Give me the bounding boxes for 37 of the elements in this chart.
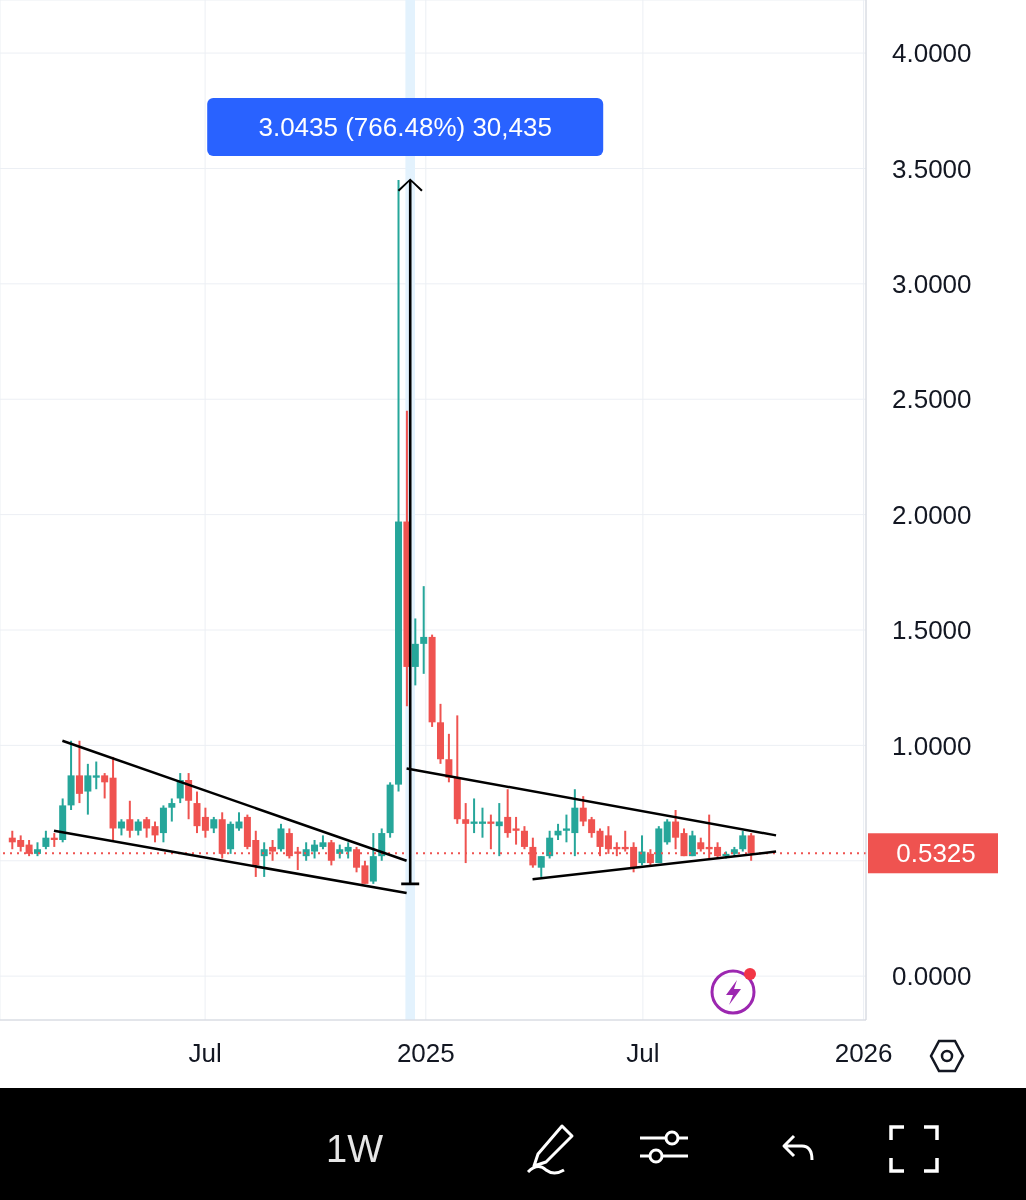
- candlestick: [260, 841, 268, 878]
- ref-line-label: 0.5325: [896, 838, 976, 869]
- candlestick: [537, 855, 545, 878]
- candlestick: [512, 815, 520, 846]
- annotation: 3.0435 (766.48%) 30,435: [258, 112, 552, 142]
- y-tick-label: 0.0000: [892, 961, 972, 992]
- candlestick: [126, 799, 134, 839]
- candlestick: [688, 829, 696, 858]
- x-tick-label: Jul: [188, 1038, 222, 1069]
- candlestick: [42, 829, 50, 851]
- y-tick-label: 4.0000: [892, 38, 972, 69]
- candlestick: [520, 825, 528, 851]
- candlestick: [663, 818, 671, 846]
- x-tick-label: 2026: [834, 1038, 893, 1069]
- candlestick: [75, 739, 83, 805]
- y-tick-label: 1.5000: [892, 615, 972, 646]
- y-tick-label: 2.5000: [892, 384, 972, 415]
- candlestick: [739, 829, 747, 853]
- x-tick-label: 2025: [396, 1038, 455, 1069]
- candlestick: [546, 829, 554, 860]
- candlestick: [168, 797, 176, 823]
- candlestick: [638, 834, 646, 867]
- candlestick: [420, 585, 428, 675]
- candlestick: [92, 760, 100, 791]
- candlestick: [504, 788, 512, 839]
- candlestick: [277, 822, 285, 853]
- y-tick-label: 3.5000: [892, 153, 972, 184]
- candlestick: [151, 820, 159, 844]
- candlestick: [101, 772, 109, 800]
- candlestick: [84, 762, 92, 816]
- y-tick-label: 3.0000: [892, 269, 972, 300]
- y-tick-label: 1.0000: [892, 730, 972, 761]
- text: 1W: [326, 1128, 383, 1171]
- candlestick: [411, 617, 419, 687]
- y-tick-label: 2.0000: [892, 499, 972, 530]
- candlestick: [143, 815, 151, 839]
- x-tick-label: Jul: [626, 1038, 660, 1069]
